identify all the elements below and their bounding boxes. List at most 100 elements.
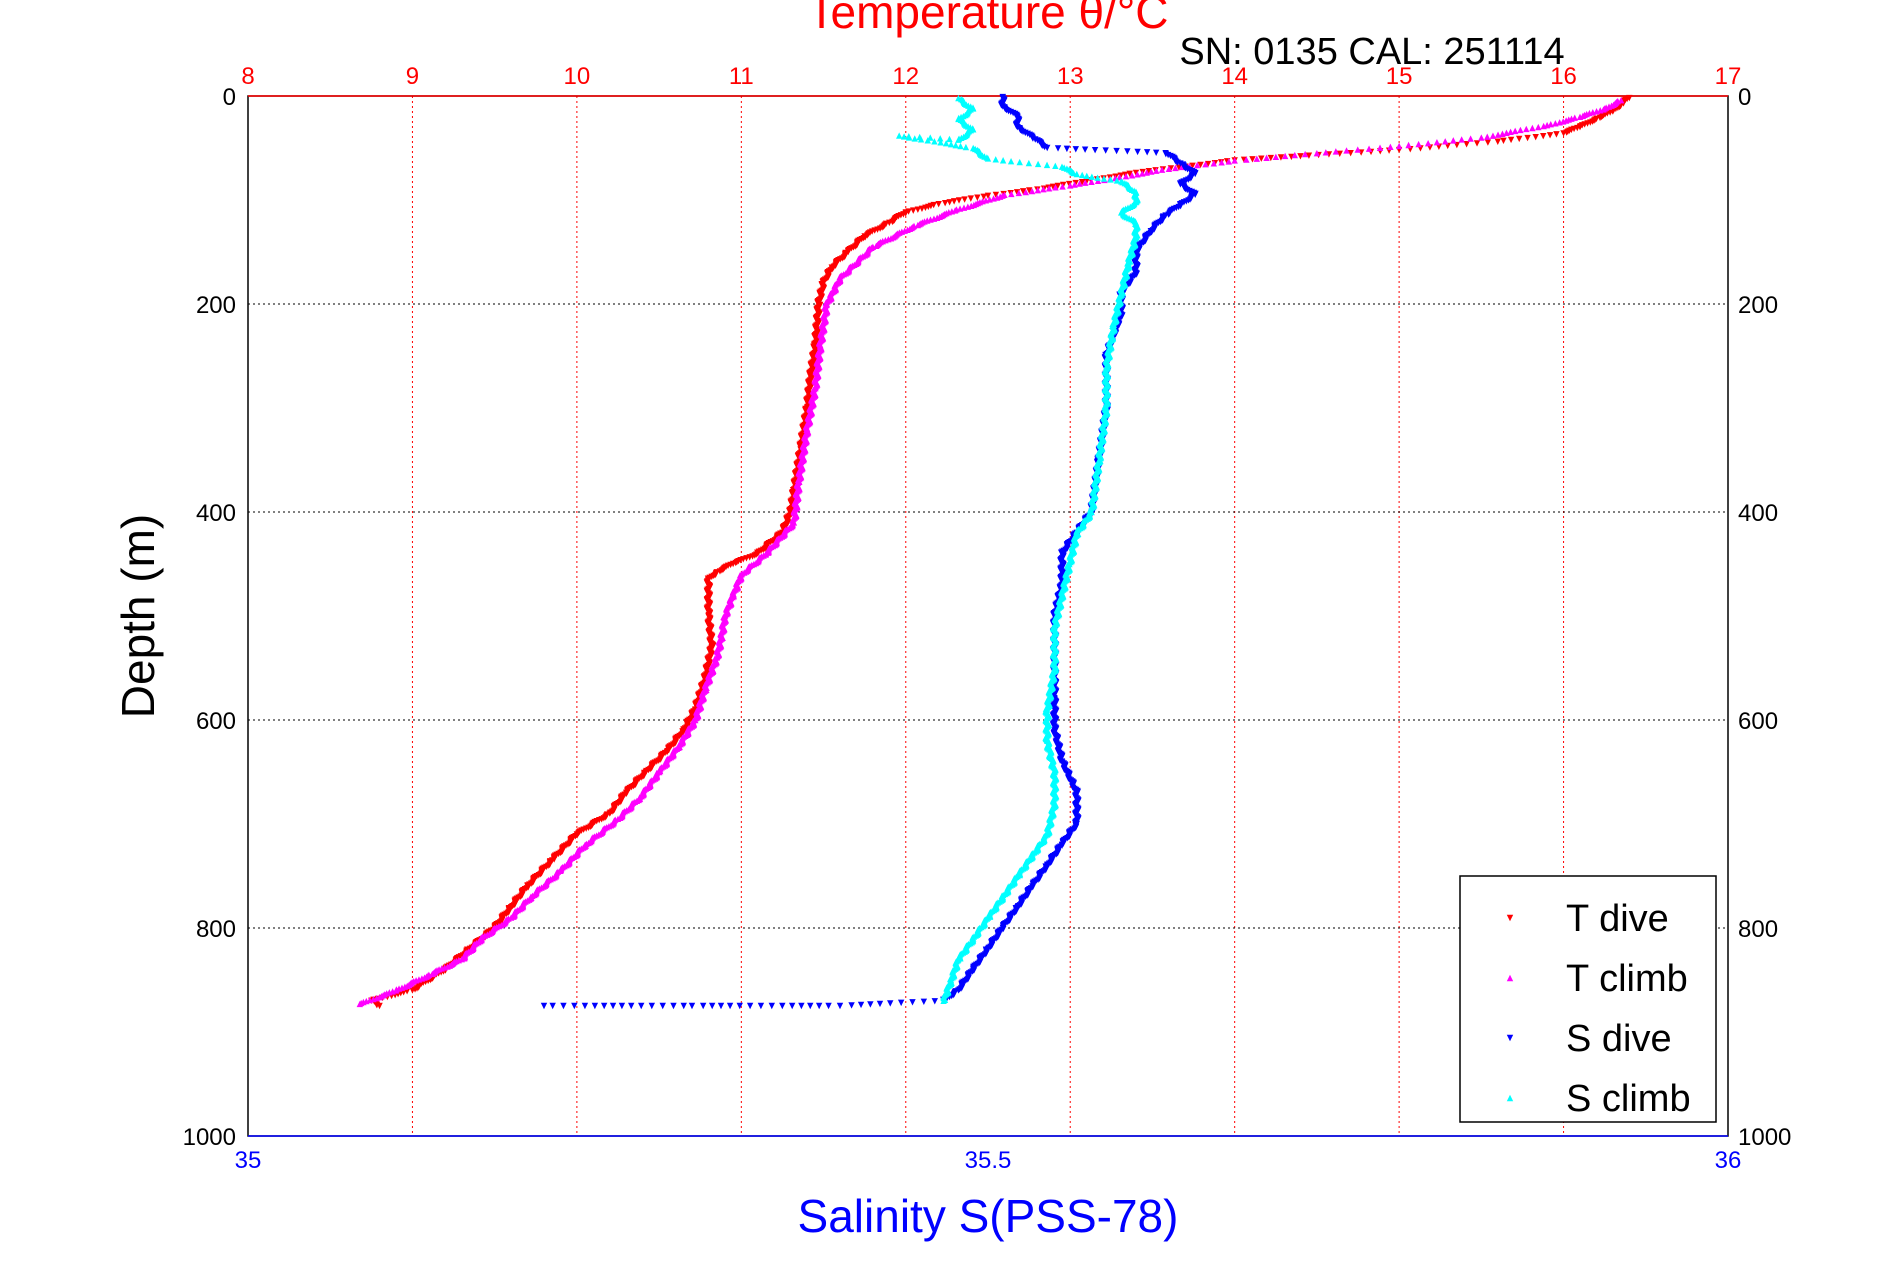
data-point — [1189, 162, 1196, 170]
data-point — [946, 135, 953, 143]
data-point — [717, 1002, 725, 1010]
data-point — [680, 1002, 687, 1010]
data-point — [1091, 146, 1099, 154]
data-point — [1083, 172, 1090, 180]
data-point — [905, 134, 913, 141]
data-point — [1258, 155, 1265, 162]
data-point — [540, 1002, 548, 1010]
data-point — [1088, 178, 1095, 185]
data-point — [999, 157, 1007, 164]
data-point — [1313, 150, 1321, 157]
data-point — [956, 205, 964, 212]
data-point — [1107, 176, 1114, 183]
data-point — [628, 1002, 635, 1010]
data-point — [1593, 108, 1600, 115]
data-point — [1243, 156, 1250, 163]
data-point — [914, 221, 922, 229]
data-point — [1523, 125, 1530, 133]
data-point — [941, 200, 949, 207]
data-point — [1511, 127, 1519, 135]
depth-tick-label-right: 400 — [1738, 500, 1778, 527]
data-point — [1124, 148, 1131, 155]
data-point — [1540, 122, 1547, 130]
data-point — [935, 200, 942, 208]
data-point — [1083, 178, 1090, 185]
data-point — [1463, 141, 1470, 148]
data-point — [911, 135, 918, 142]
data-point — [931, 998, 938, 1005]
data-point — [1291, 151, 1299, 159]
data-point — [1336, 150, 1343, 158]
data-point — [1547, 120, 1554, 128]
data-point — [1442, 138, 1449, 145]
legend-label: T climb — [1566, 958, 1688, 1000]
data-point — [600, 1002, 608, 1010]
legend: T dive T climb S dive S climb — [1459, 875, 1717, 1123]
data-point — [931, 138, 938, 145]
data-point — [1094, 174, 1101, 181]
chart-title: Temperature θ/°C — [808, 0, 1169, 38]
data-point — [937, 135, 944, 142]
data-point — [1028, 187, 1036, 195]
data-point — [876, 1000, 884, 1008]
data-point — [1194, 161, 1201, 169]
data-point — [1524, 134, 1531, 142]
data-point — [940, 997, 947, 1004]
data-point — [1301, 150, 1309, 158]
data-point — [1365, 145, 1373, 152]
data-point — [1016, 158, 1023, 166]
data-point — [1540, 133, 1547, 140]
temperature-tick-label: 15 — [1386, 63, 1413, 90]
data-point — [1484, 133, 1491, 140]
data-point — [914, 206, 922, 213]
data-point — [1433, 139, 1441, 146]
data-point — [1332, 148, 1340, 155]
data-point — [825, 1002, 832, 1010]
data-point — [699, 1002, 707, 1010]
data-point — [920, 998, 928, 1006]
chart-subtitle: SN: 0135 CAL: 251114 — [1179, 31, 1564, 73]
data-point — [836, 1002, 844, 1010]
data-point — [1054, 145, 1062, 152]
data-point — [955, 197, 963, 204]
temperature-tick-label: 12 — [892, 63, 919, 90]
data-point — [1597, 107, 1604, 114]
depth-tick-label-left: 600 — [196, 708, 236, 735]
data-point — [1231, 157, 1238, 164]
depth-tick-label-left: 200 — [196, 292, 236, 319]
legend-marker — [1506, 974, 1514, 982]
data-point — [560, 1002, 567, 1010]
data-point — [984, 155, 992, 162]
data-point — [1067, 182, 1074, 189]
data-point — [1560, 130, 1567, 137]
data-point — [726, 1002, 734, 1010]
data-point — [356, 1000, 364, 1008]
data-point — [947, 140, 955, 148]
temperature-tick-label: 11 — [729, 63, 754, 90]
data-point — [1553, 131, 1560, 138]
data-point — [1072, 179, 1079, 187]
temperature-tick-label: 8 — [241, 63, 254, 90]
data-point — [857, 1001, 865, 1009]
data-point — [980, 193, 987, 200]
data-point — [618, 1002, 626, 1010]
data-point — [1532, 133, 1539, 141]
data-point — [957, 142, 964, 150]
data-point — [964, 203, 972, 210]
series-t-climb — [356, 96, 1625, 1008]
data-point — [736, 1002, 743, 1010]
data-point — [1054, 182, 1062, 190]
data-point — [1559, 118, 1567, 125]
data-point — [900, 133, 908, 140]
data-point — [1100, 175, 1108, 182]
data-point — [1117, 172, 1124, 179]
data-point — [1387, 143, 1394, 151]
data-point — [1467, 135, 1474, 142]
data-point — [1034, 186, 1041, 194]
data-point — [1040, 185, 1047, 193]
data-point — [708, 1002, 716, 1010]
data-point — [1052, 184, 1059, 191]
data-point — [1007, 157, 1015, 165]
data-point — [1145, 167, 1153, 175]
